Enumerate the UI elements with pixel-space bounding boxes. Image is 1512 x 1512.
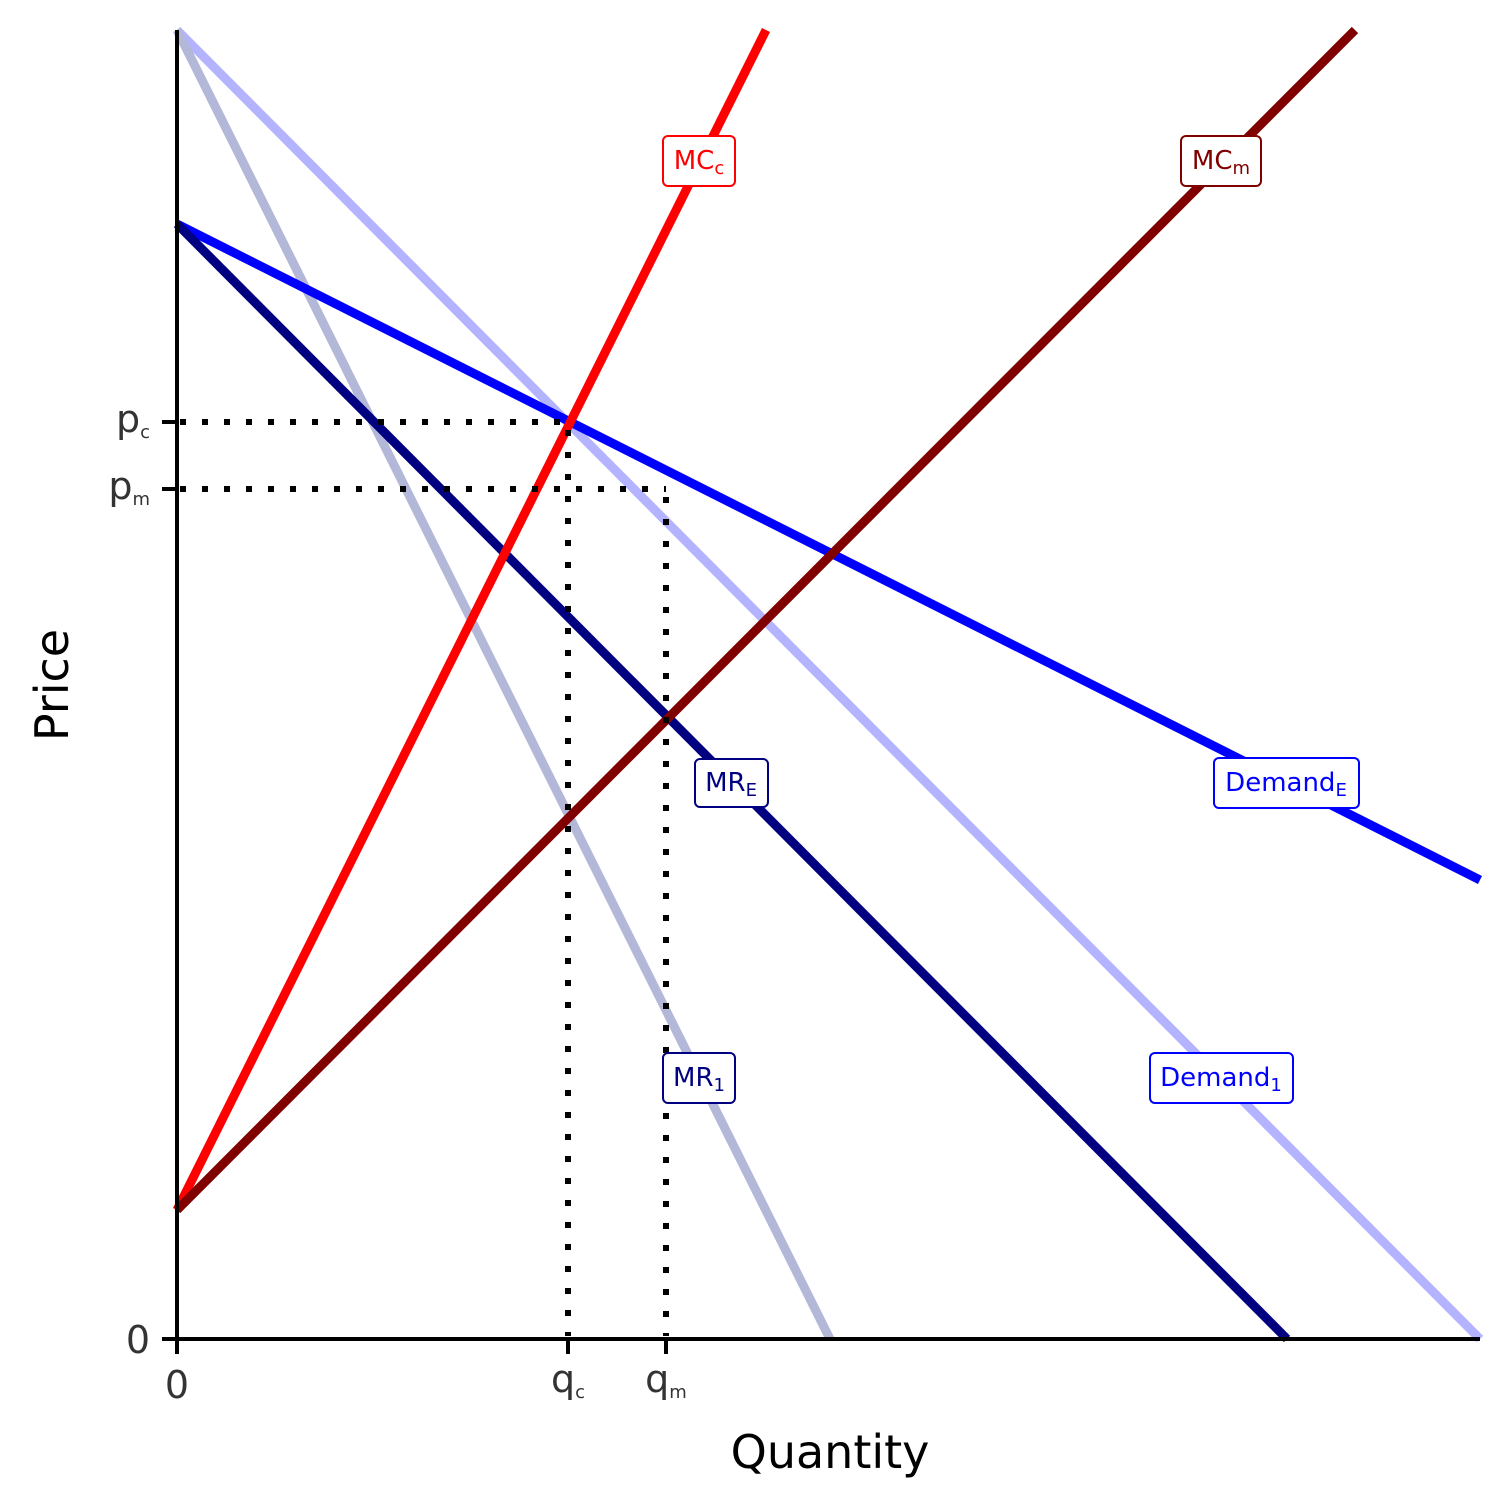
curve-label: MRE [694, 758, 769, 808]
curve-label: MCc [662, 135, 736, 187]
label-box [1149, 1052, 1294, 1104]
curve-label: MR1 [662, 1052, 736, 1104]
y-tick-label: 0 [126, 1318, 150, 1362]
y-tick-label: pc [116, 397, 150, 443]
curve-label: DemandE [1213, 757, 1360, 809]
x-axis-title: Quantity [731, 1425, 930, 1479]
x-tick-label: qm [645, 1357, 687, 1403]
curve-label: MCm [1180, 135, 1262, 187]
label-text: MR1 [673, 1063, 725, 1096]
label-text: DemandE [1225, 768, 1347, 801]
label-box [662, 1052, 736, 1104]
label-box [1213, 757, 1360, 809]
axes [162, 30, 1480, 1354]
mc-m-line [173, 26, 1359, 1214]
mc-c-line [172, 27, 771, 1213]
mr-1-line [172, 27, 835, 1342]
label-text: MRE [705, 768, 757, 801]
label-box [662, 135, 736, 187]
x-tick-label: qc [551, 1357, 585, 1403]
label-text: MCc [674, 146, 725, 179]
y-tick-label: pm [108, 464, 150, 510]
x-tick-label: 0 [165, 1363, 189, 1407]
label-text: Demand1 [1160, 1063, 1282, 1096]
demand-1-line [173, 26, 1484, 1343]
label-box [1180, 135, 1262, 187]
y-axis-title: Price [25, 629, 79, 741]
guides [180, 419, 669, 1336]
curves [172, 26, 1484, 1343]
curve-label: Demand1 [1149, 1052, 1294, 1104]
label-box [694, 758, 769, 808]
label-text: MCm [1192, 146, 1250, 179]
